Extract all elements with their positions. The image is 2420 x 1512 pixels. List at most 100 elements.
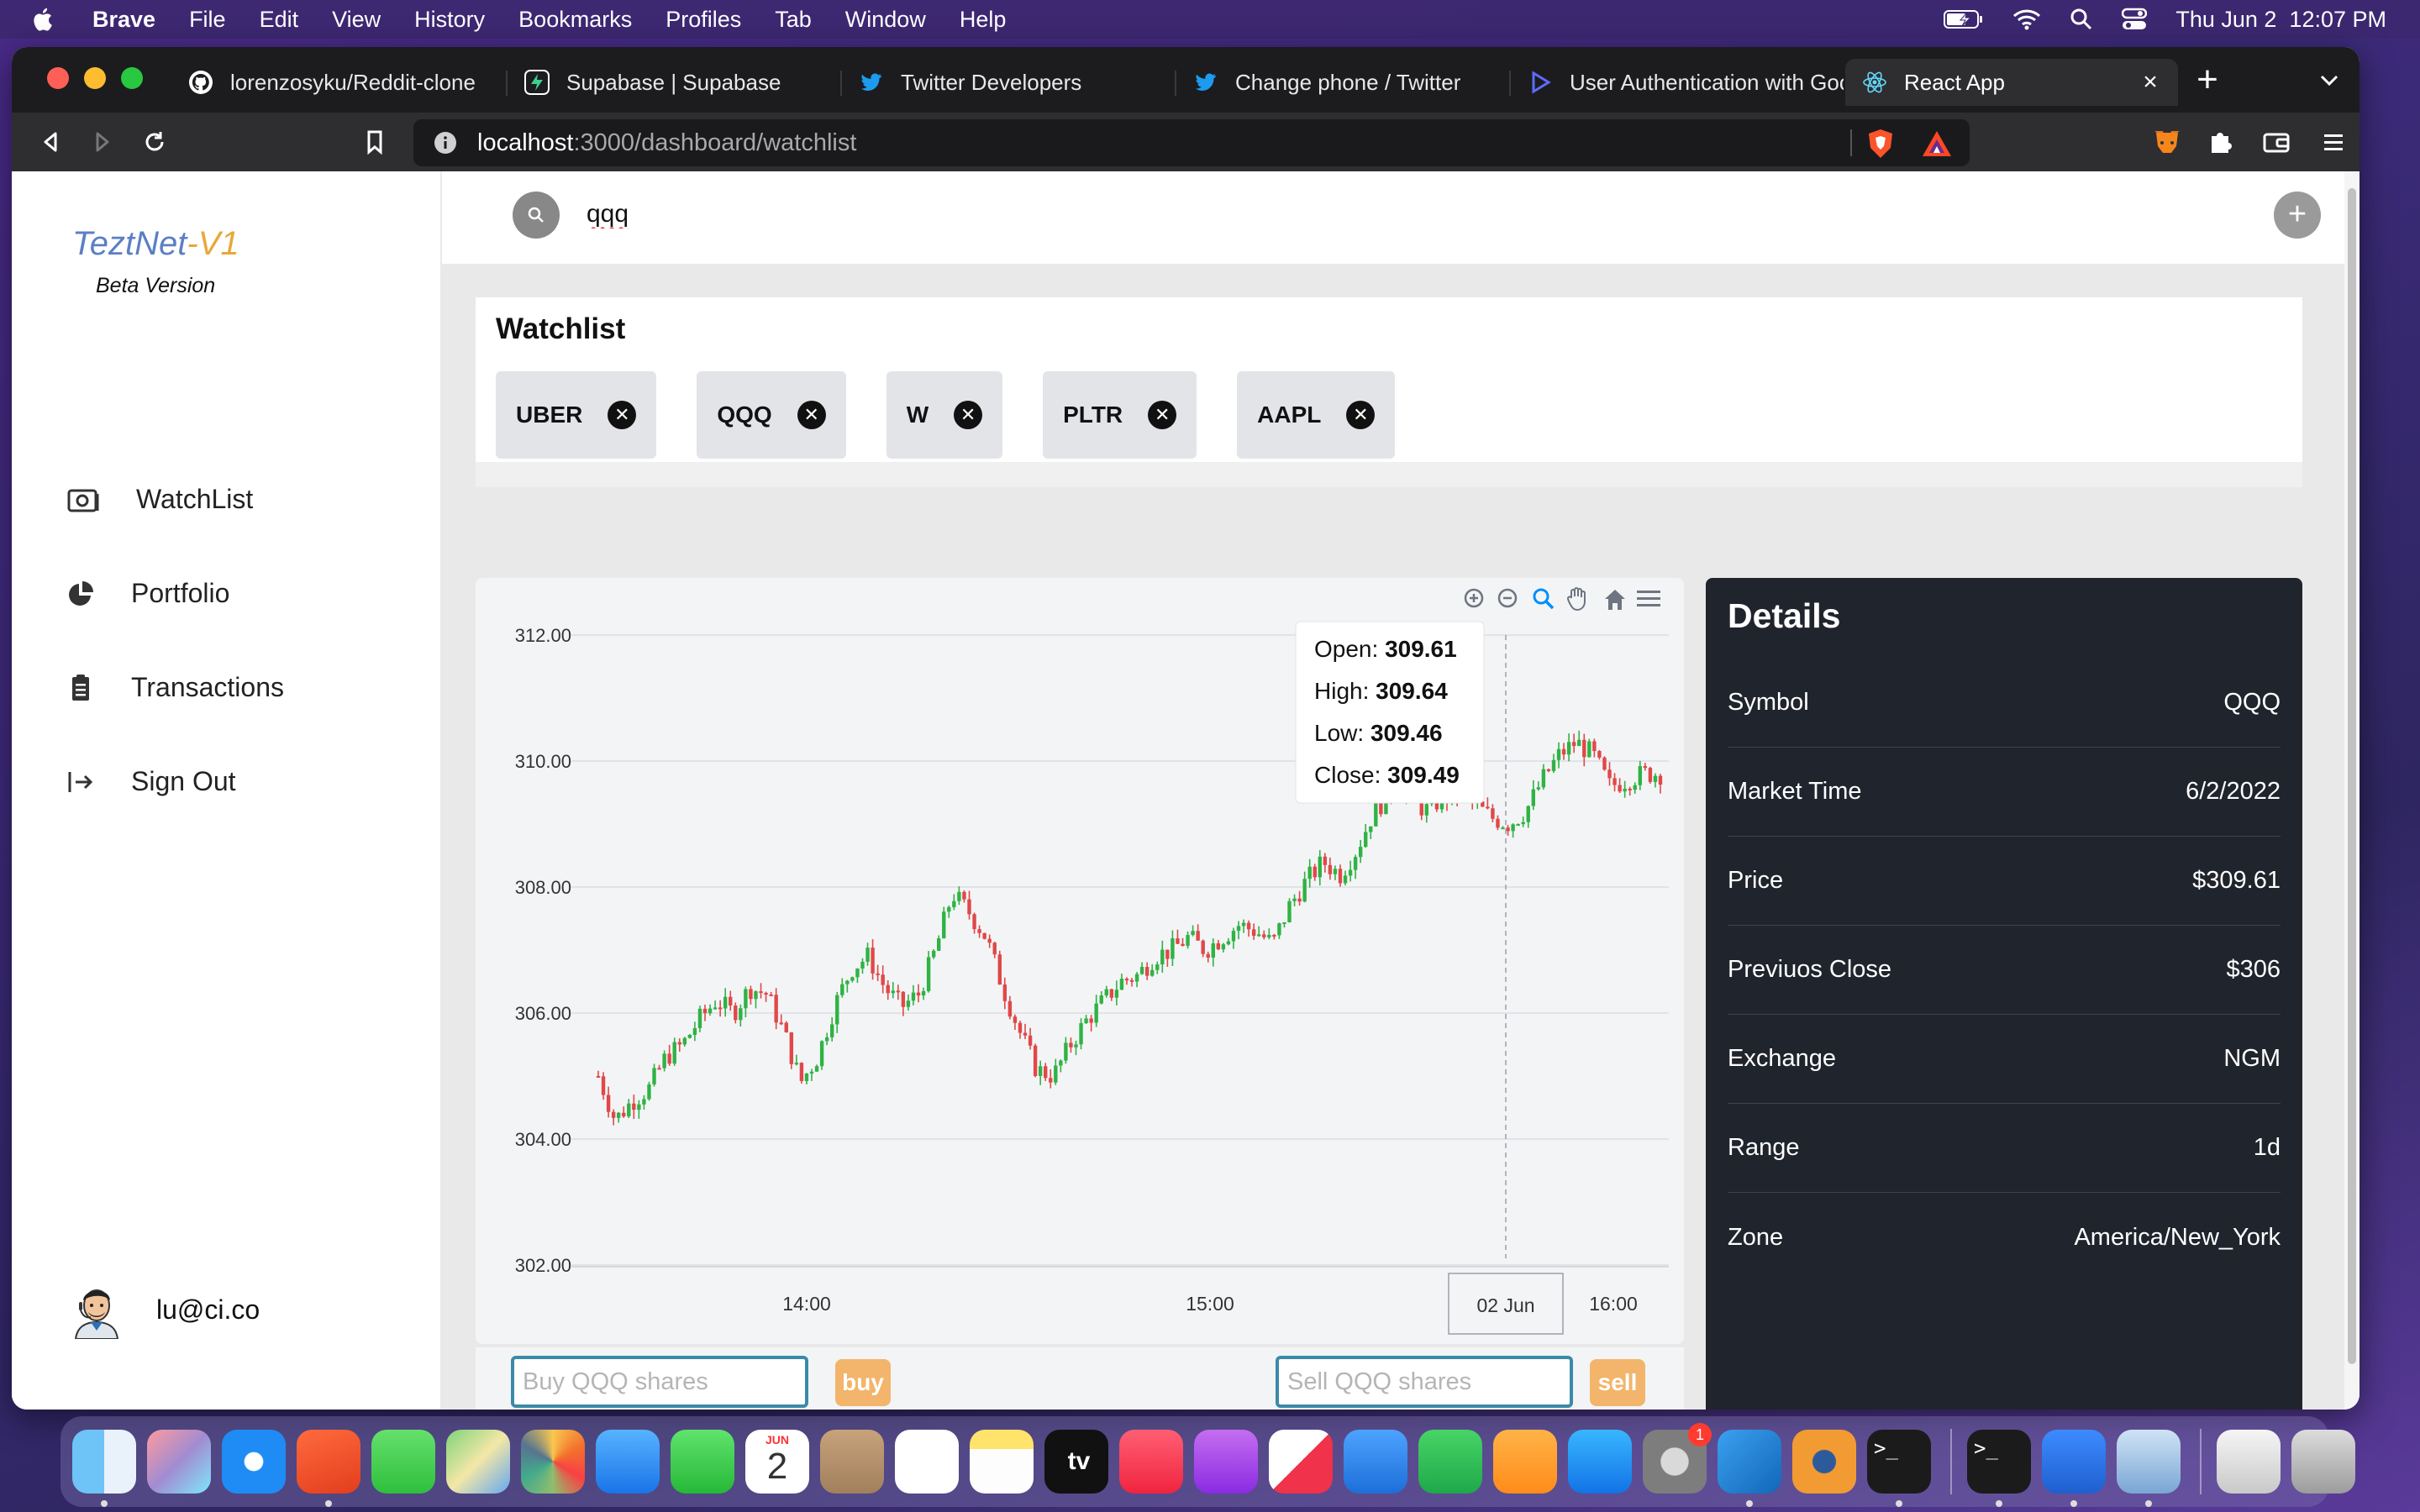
candle[interactable] [1211,943,1215,958]
candle[interactable] [830,1024,834,1037]
candle[interactable] [931,950,936,958]
candle[interactable] [1007,1000,1013,1017]
tab-supabase[interactable]: Supabase | Supabase [508,59,840,106]
candle[interactable] [1241,922,1246,927]
candle[interactable] [1221,944,1226,950]
candle[interactable] [1313,866,1317,878]
candle[interactable] [784,1022,788,1033]
candle[interactable] [921,990,926,996]
candle[interactable] [1018,1022,1023,1033]
candle[interactable] [1282,921,1286,924]
candle[interactable] [1343,875,1348,884]
control-center-icon[interactable] [2122,8,2148,31]
facetime-icon[interactable] [671,1430,734,1494]
candle[interactable] [1364,832,1368,848]
candle[interactable] [1536,787,1541,790]
candle[interactable] [1013,1016,1018,1023]
mail-icon[interactable] [596,1430,660,1494]
candle[interactable] [881,974,885,985]
candle[interactable] [1323,856,1328,865]
search-input[interactable] [587,193,2099,235]
candle[interactable] [729,996,733,1006]
candle[interactable] [1104,989,1108,995]
candle[interactable] [1531,789,1536,806]
candle[interactable] [1653,775,1658,782]
candle[interactable] [835,995,839,1025]
candle[interactable] [1084,1018,1088,1024]
reminders-icon[interactable] [895,1430,959,1494]
brave-icon[interactable] [297,1430,360,1507]
wifi-icon[interactable] [2012,8,2041,30]
close-tab-icon[interactable]: × [2143,68,2158,96]
candle[interactable] [702,1008,708,1014]
candle[interactable] [749,989,753,1000]
menu-app[interactable]: Brave [92,6,156,32]
candle[interactable] [1064,1042,1068,1061]
candle[interactable] [1191,931,1195,936]
candle[interactable] [1307,866,1312,879]
tab-change-phone[interactable]: Change phone / Twitter [1176,59,1509,106]
candle[interactable] [713,1007,718,1010]
candle[interactable] [606,1095,611,1112]
candle[interactable] [779,1022,783,1025]
candle[interactable] [850,977,855,981]
candle[interactable] [952,900,956,907]
candle[interactable] [977,929,981,933]
candle[interactable] [1353,857,1358,870]
keynote-icon[interactable] [1344,1430,1407,1494]
candle[interactable] [1134,974,1139,982]
candle[interactable] [1059,1060,1063,1066]
candle[interactable] [1033,1045,1038,1076]
battery-icon[interactable] [1944,9,1984,29]
candle[interactable] [759,991,763,994]
candle[interactable] [697,1008,702,1028]
candle[interactable] [734,1005,738,1021]
candle[interactable] [1292,898,1297,901]
candle[interactable] [1556,748,1561,760]
candle[interactable] [1119,979,1124,990]
sidebar-item-watchlist[interactable]: WatchList [67,484,253,515]
candle[interactable] [1561,748,1566,755]
candle[interactable] [1348,869,1353,876]
tab-user-authentication[interactable]: User Authentication with Goo [1511,59,1844,106]
menu-history[interactable]: History [414,6,486,32]
settings-icon[interactable]: 1 [1643,1423,1712,1494]
candle[interactable] [642,1099,646,1105]
candle[interactable] [1144,967,1150,976]
candle[interactable] [1297,898,1302,902]
candle[interactable] [1129,979,1134,982]
candle[interactable] [855,969,860,978]
candle[interactable] [1577,739,1581,747]
candle[interactable] [1526,806,1530,822]
candle[interactable] [1541,769,1546,788]
tv-icon[interactable]: tv [1044,1430,1108,1494]
candle[interactable] [1038,1066,1043,1076]
candle[interactable] [1206,953,1210,958]
remove-chip-icon[interactable]: ✕ [1148,401,1177,429]
doc-icon[interactable] [2217,1430,2281,1494]
appstore-icon[interactable] [1568,1430,1632,1494]
watchlist-chip[interactable]: AAPL ✕ [1237,371,1396,459]
pan-icon[interactable] [1566,587,1586,612]
candle[interactable] [596,1076,601,1078]
candle[interactable] [764,992,768,995]
candle[interactable] [1571,742,1576,747]
news-icon[interactable] [1269,1430,1333,1494]
candle[interactable] [1597,751,1602,758]
extensions-icon[interactable] [2205,126,2237,158]
spotlight-search-icon[interactable] [2070,8,2093,31]
candle[interactable] [789,1032,794,1064]
candle[interactable] [1628,788,1632,790]
candle[interactable] [1150,969,1155,976]
candle[interactable] [1338,869,1343,884]
candle[interactable] [1186,935,1190,947]
vscode-icon[interactable] [1718,1430,1781,1507]
candle[interactable] [992,942,997,955]
candle[interactable] [860,961,865,969]
address-bar[interactable]: localhost:3000/dashboard/watchlist [413,119,1970,166]
info-icon[interactable] [434,131,457,155]
scrollbar-thumb[interactable] [2348,188,2356,1364]
candle[interactable] [987,938,992,943]
terminal-icon[interactable]: >_ [1867,1430,1931,1507]
candle[interactable] [1171,938,1175,959]
